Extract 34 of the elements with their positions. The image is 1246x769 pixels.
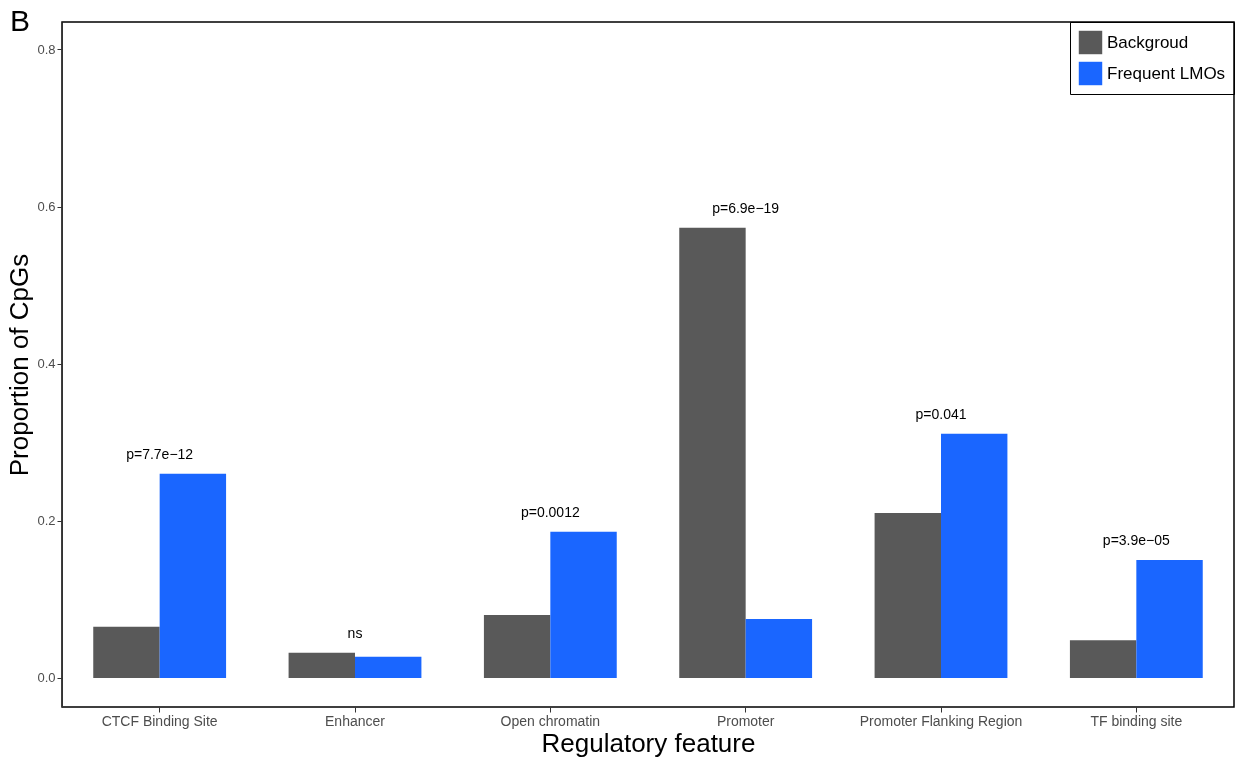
x-tick-label: Enhancer [325,712,386,729]
y-axis-title: Proportion of CpGs [4,253,35,477]
bar [1136,560,1203,678]
y-tick-label: 0.4 [37,356,56,372]
bar [355,656,422,678]
annotation: p=0.041 [915,405,967,422]
annotation: p=3.9e−05 [1102,532,1171,549]
y-tick-label: 0.8 [37,41,56,57]
annotation: p=7.7e−12 [126,445,194,462]
bar [874,512,941,678]
legend-label: Frequent LMOs [1107,63,1226,83]
x-tick-label: Promoter Flanking Region [859,712,1023,729]
bar [159,473,227,678]
bar [679,227,746,678]
bar [93,626,160,678]
x-tick-label: TF binding site [1090,712,1183,729]
y-tick-label: 0.2 [37,513,56,529]
bar [941,433,1008,678]
y-tick-label: 0.6 [37,199,56,215]
y-tick-label: 0.0 [37,670,56,686]
annotation: p=0.0012 [520,503,580,520]
bar [483,615,551,678]
legend-label: Backgroud [1107,32,1189,52]
annotation: ns [347,624,363,641]
x-tick-label: Open chromatin [500,712,601,729]
x-tick-label: CTCF Binding Site [101,712,218,729]
x-tick-label: Promoter [716,712,775,729]
text: B [10,4,31,38]
x-axis-title: Regulatory feature [541,727,756,758]
bar [745,619,813,678]
annotation: p=6.9e−19 [712,199,780,216]
bar [288,652,355,678]
bar [550,531,617,678]
bar [1069,640,1137,678]
